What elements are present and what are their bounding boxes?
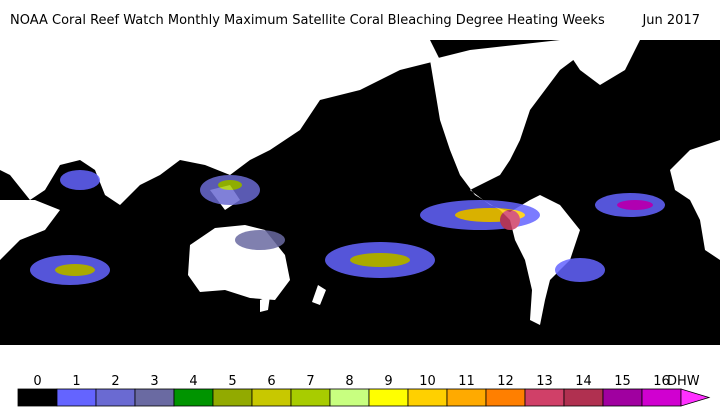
title: NOAA Coral Reef Watch Monthly Maximum Sa… bbox=[10, 13, 605, 28]
color-swatch bbox=[134, 388, 175, 407]
color-swatch bbox=[95, 388, 136, 407]
level-label: 0 bbox=[33, 374, 41, 389]
date: Jun 2017 bbox=[641, 13, 700, 28]
color-swatch bbox=[290, 388, 331, 407]
level-label: 12 bbox=[497, 374, 514, 389]
color-swatch bbox=[407, 388, 448, 407]
color-swatch bbox=[329, 388, 370, 407]
color-swatch bbox=[641, 388, 682, 407]
level-label: 8 bbox=[345, 374, 353, 389]
color-swatch bbox=[524, 388, 565, 407]
color-swatch bbox=[446, 388, 487, 407]
color-swatch bbox=[251, 388, 292, 407]
land bbox=[0, 40, 720, 358]
level-label: 15 bbox=[614, 374, 631, 389]
level-label: 6 bbox=[267, 374, 275, 389]
level-label: 16 bbox=[653, 374, 670, 389]
level-label: 13 bbox=[536, 374, 553, 389]
color-swatch bbox=[602, 388, 643, 407]
extend-arrow bbox=[680, 388, 711, 407]
unit-label: DHW bbox=[667, 374, 700, 389]
color-swatch bbox=[212, 388, 253, 407]
level-label: 4 bbox=[189, 374, 197, 389]
level-label: 1 bbox=[72, 374, 80, 389]
level-label: 5 bbox=[228, 374, 236, 389]
color-swatch bbox=[485, 388, 526, 407]
heat-patches bbox=[30, 170, 665, 285]
level-label: 10 bbox=[419, 374, 436, 389]
level-label: 7 bbox=[306, 374, 314, 389]
level-label: 3 bbox=[150, 374, 158, 389]
level-label: 2 bbox=[111, 374, 119, 389]
level-label: 14 bbox=[575, 374, 592, 389]
color-swatch bbox=[563, 388, 604, 407]
map bbox=[0, 40, 720, 358]
level-label: 9 bbox=[384, 374, 392, 389]
color-swatch bbox=[17, 388, 58, 407]
color-swatch bbox=[56, 388, 97, 407]
color-swatch bbox=[368, 388, 409, 407]
color-swatch bbox=[173, 388, 214, 407]
level-label: 11 bbox=[458, 374, 475, 389]
